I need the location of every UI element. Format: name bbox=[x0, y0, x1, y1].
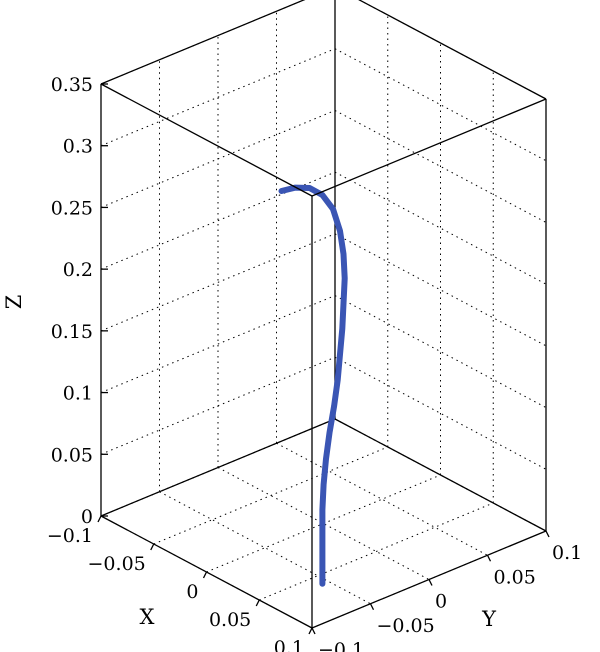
grid-line bbox=[217, 467, 430, 580]
y-tick-label: 0 bbox=[435, 591, 447, 613]
y-tick bbox=[428, 579, 433, 586]
box-edge bbox=[311, 98, 547, 197]
z-tick-label: 0 bbox=[81, 506, 93, 528]
axes-box-front bbox=[100, 0, 547, 629]
y-tick-label: 0.05 bbox=[494, 566, 536, 588]
axes-box-back bbox=[100, 0, 547, 532]
x-axis-label: X bbox=[140, 605, 155, 629]
x-tick-label: −0.1 bbox=[47, 525, 93, 547]
z-tick-label: 0.05 bbox=[51, 444, 93, 466]
grid-line bbox=[100, 171, 336, 270]
x-tick bbox=[308, 627, 313, 635]
series-line bbox=[278, 184, 348, 587]
grid-line bbox=[100, 295, 336, 394]
grid-line bbox=[100, 233, 336, 332]
grid-line bbox=[100, 356, 336, 455]
y-tick bbox=[545, 530, 550, 538]
y-tick-label: −0.05 bbox=[377, 615, 435, 637]
y-tick bbox=[486, 554, 492, 562]
box-edge bbox=[100, 83, 313, 197]
z-tick-label: 0.3 bbox=[63, 136, 93, 158]
box-edge-back bbox=[334, 418, 547, 532]
x-tick bbox=[255, 599, 260, 607]
y-tick bbox=[311, 627, 316, 635]
y-tick-label: 0.1 bbox=[552, 542, 582, 564]
z-tick-label: 0.15 bbox=[51, 321, 93, 343]
box-edge bbox=[358, 0, 547, 100]
box-edge-back bbox=[100, 418, 336, 517]
grid-line bbox=[334, 171, 547, 285]
grid-line bbox=[100, 109, 336, 208]
grid-line bbox=[334, 48, 547, 162]
z-tick-label: 0.2 bbox=[63, 259, 93, 281]
x-tick bbox=[150, 543, 155, 551]
y-tick bbox=[369, 603, 375, 611]
grid-line bbox=[334, 109, 547, 223]
grid-line bbox=[334, 356, 547, 470]
grid-line bbox=[276, 442, 488, 556]
grid-line bbox=[153, 446, 388, 545]
grid-line bbox=[334, 295, 547, 409]
z-tick-label: 0.35 bbox=[51, 74, 93, 96]
tick-marks bbox=[97, 83, 550, 635]
x-tick-label: 0 bbox=[186, 581, 198, 603]
box-edge bbox=[100, 0, 306, 85]
grid-line bbox=[259, 502, 494, 601]
x-tick bbox=[202, 571, 208, 579]
x-tick-label: −0.05 bbox=[88, 553, 146, 575]
x-tick-label: 0.1 bbox=[274, 637, 304, 652]
y-tick-label: −0.1 bbox=[318, 639, 364, 652]
series-group bbox=[278, 184, 348, 587]
x-tick-label: 0.05 bbox=[209, 609, 251, 631]
grid-line bbox=[159, 491, 371, 605]
tick-labels: 00.050.10.150.20.250.30.35−0.1−0.0500.05… bbox=[47, 74, 582, 652]
z-tick-label: 0.1 bbox=[63, 383, 93, 405]
grid-line bbox=[100, 48, 336, 147]
y-axis-label: Y bbox=[481, 607, 497, 631]
z-tick-label: 0.25 bbox=[51, 197, 93, 219]
x-tick bbox=[97, 515, 102, 523]
grid-line bbox=[334, 233, 547, 347]
z-axis-label: Z bbox=[2, 295, 26, 310]
